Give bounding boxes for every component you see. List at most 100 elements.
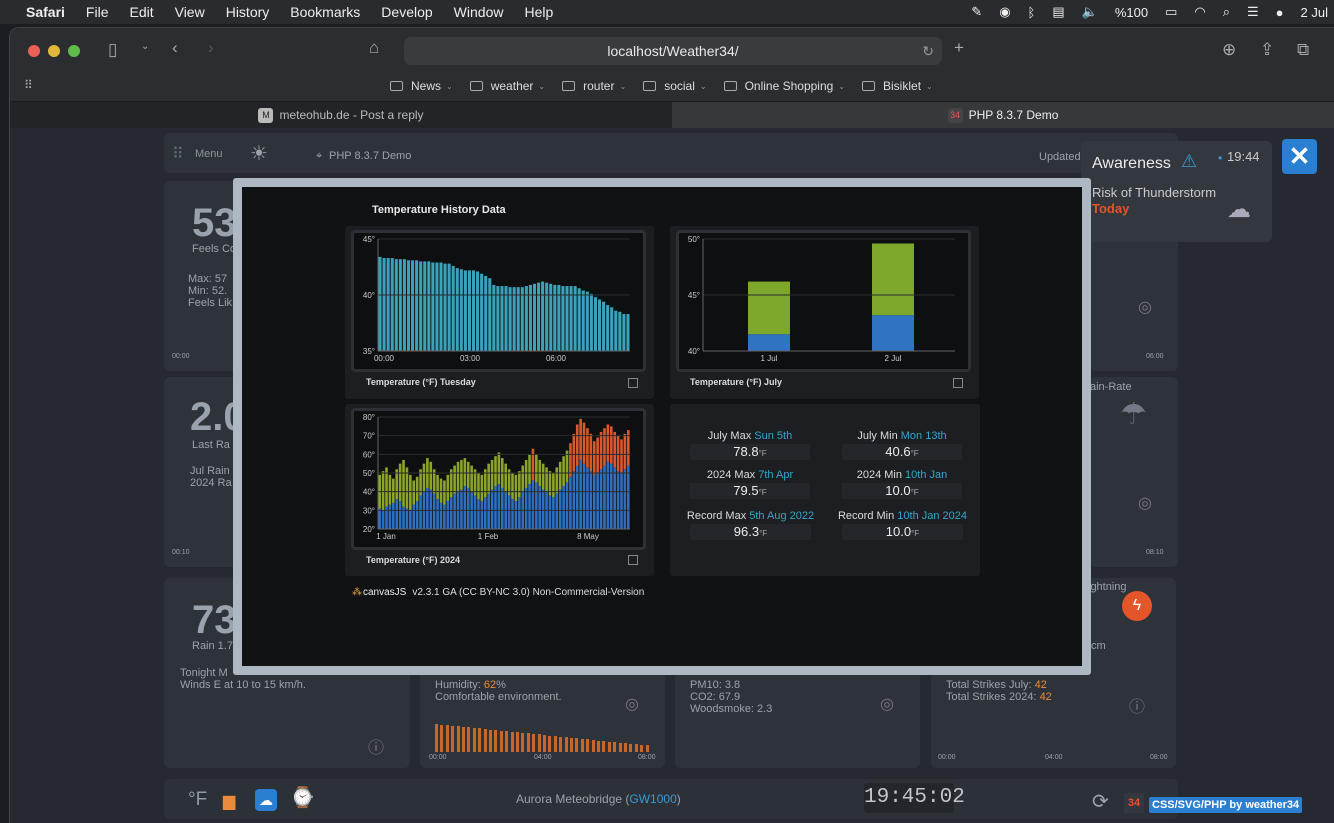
downloads-icon[interactable]: ⊕	[1222, 40, 1237, 59]
address-bar[interactable]: localhost/Weather34/ ↻	[404, 37, 942, 65]
temp-bar	[394, 259, 398, 351]
share-icon[interactable]: ⇪	[1260, 40, 1275, 59]
location-pin-icon: ⌖	[316, 150, 323, 162]
wifi-icon[interactable]: ◠	[1194, 4, 1206, 19]
keyboard-icon[interactable]: ▤	[1052, 4, 1065, 19]
chevron-down-icon[interactable]: ⌄	[141, 41, 150, 52]
menu-window[interactable]: Window	[453, 4, 504, 20]
menu-develop[interactable]: Develop	[381, 4, 433, 20]
menu-app-name[interactable]: Safari	[26, 4, 65, 20]
high-bar	[524, 459, 528, 488]
record-max-label: Record Max	[686, 510, 750, 522]
low-bar	[569, 476, 572, 529]
airdrop-icon[interactable]: ◉	[999, 4, 1011, 19]
july-chart-frame: 40° 45° 50° 1 Jul 2 Jul	[676, 230, 971, 372]
temp-bar	[443, 263, 447, 351]
temp-bar	[496, 286, 500, 351]
zoom-window-button[interactable]	[68, 45, 80, 57]
temp-bar	[561, 286, 565, 351]
menu-bookmarks[interactable]: Bookmarks	[290, 4, 361, 20]
bookmark-bisiklet[interactable]: Bisiklet ⌄	[862, 76, 933, 96]
forward-icon[interactable]: ›	[208, 38, 214, 57]
expand-icon[interactable]	[628, 378, 638, 388]
low-bar	[432, 493, 436, 529]
bookmark-online-shopping[interactable]: Online Shopping ⌄	[723, 76, 846, 96]
menu-view[interactable]: View	[174, 4, 205, 20]
menu-edit[interactable]: Edit	[129, 4, 154, 20]
grid-icon[interactable]: ⠿	[24, 78, 33, 92]
menu-label[interactable]: Menu	[195, 148, 223, 160]
menubar-date[interactable]: 2 Jul	[1300, 4, 1328, 20]
temp-bar	[614, 310, 618, 351]
high-bar	[402, 459, 405, 507]
low-bar	[586, 467, 589, 529]
high-bar	[579, 418, 582, 460]
temp-bar	[406, 260, 411, 351]
y-tick-label: 40°	[688, 347, 700, 356]
bookmark-weather[interactable]: weather ⌄	[469, 76, 545, 96]
close-window-button[interactable]	[28, 45, 40, 57]
year-chart-caption: Temperature (°F) 2024	[366, 555, 460, 565]
tab-php-demo[interactable]: 34 PHP 8.3.7 Demo	[672, 102, 1334, 128]
july-min-stat: July Min Mon 13th 40.6°F	[842, 430, 962, 460]
menu-icon[interactable]: ⠿	[172, 146, 184, 163]
expand-icon[interactable]	[628, 555, 638, 565]
high-bar	[586, 428, 589, 468]
back-icon[interactable]: ‹	[172, 38, 178, 57]
high-bar	[613, 431, 616, 468]
brightness-icon[interactable]: ☀	[250, 143, 268, 165]
minimize-window-button[interactable]	[48, 45, 60, 57]
bookmark-label: weather	[490, 79, 534, 93]
year-min-date: 10th Jan	[905, 469, 948, 481]
siri-icon[interactable]: ●	[1275, 4, 1284, 20]
folder-icon	[390, 81, 403, 91]
high-bar	[555, 467, 559, 494]
menu-history[interactable]: History	[225, 4, 270, 20]
x-tick-label: 1 Jul	[761, 354, 778, 363]
low-bar	[412, 504, 416, 529]
menu-help[interactable]: Help	[524, 4, 554, 20]
high-bar	[596, 437, 599, 473]
close-modal-button[interactable]: ✕	[1282, 139, 1317, 174]
expand-icon[interactable]	[953, 378, 963, 388]
year-chart-frame: 20° 30° 40° 50° 60° 70° 80° 1 Jan 1 Feb 8 May	[351, 408, 646, 550]
bookmark-label: Online Shopping	[744, 79, 834, 93]
feather-icon[interactable]: ✎	[971, 4, 983, 19]
chevron-down-icon: ⌄	[838, 81, 846, 91]
sidebar-icon[interactable]: ▯	[108, 40, 118, 59]
low-bar	[500, 487, 504, 529]
temp-bar	[435, 262, 439, 351]
control-center-icon[interactable]: ☰	[1247, 4, 1259, 19]
tab-overview-icon[interactable]: ⧉	[1297, 40, 1310, 59]
temp-bar	[423, 261, 427, 351]
low-bar	[378, 508, 382, 529]
bookmark-router[interactable]: router ⌄	[562, 76, 626, 96]
battery-percent[interactable]: %100	[1114, 4, 1149, 20]
bookmark-social[interactable]: social ⌄	[643, 76, 707, 96]
y-tick-label: 45°	[363, 235, 375, 244]
temp-bar	[512, 287, 516, 351]
search-icon[interactable]: ⌕	[1222, 4, 1231, 19]
bookmark-news[interactable]: News ⌄	[390, 76, 453, 96]
menu-file[interactable]: File	[85, 4, 109, 20]
temp-bar	[585, 291, 589, 351]
home-icon[interactable]: ⌂	[369, 38, 380, 57]
high-bar	[473, 469, 477, 496]
high-bar	[432, 469, 436, 494]
temp-bar	[386, 258, 390, 351]
temp-bar	[565, 286, 569, 351]
volume-icon[interactable]: 🔈	[1081, 4, 1098, 19]
year-min-unit: °F	[910, 488, 919, 497]
reload-icon[interactable]: ↻	[922, 43, 934, 59]
low-bar	[436, 499, 439, 529]
canvasjs-credit[interactable]: ⁂ canvasJS v2.3.1 GA (CC BY-NC 3.0) Non-…	[352, 587, 644, 598]
low-bar	[409, 510, 412, 529]
high-bar	[511, 473, 514, 500]
new-tab-icon[interactable]: +	[954, 38, 964, 57]
bluetooth-icon[interactable]: ᛒ	[1027, 4, 1036, 20]
battery-icon[interactable]: ▭	[1165, 4, 1178, 19]
low-bar	[443, 504, 446, 529]
high-bar	[419, 469, 422, 496]
temp-bar	[557, 284, 561, 351]
